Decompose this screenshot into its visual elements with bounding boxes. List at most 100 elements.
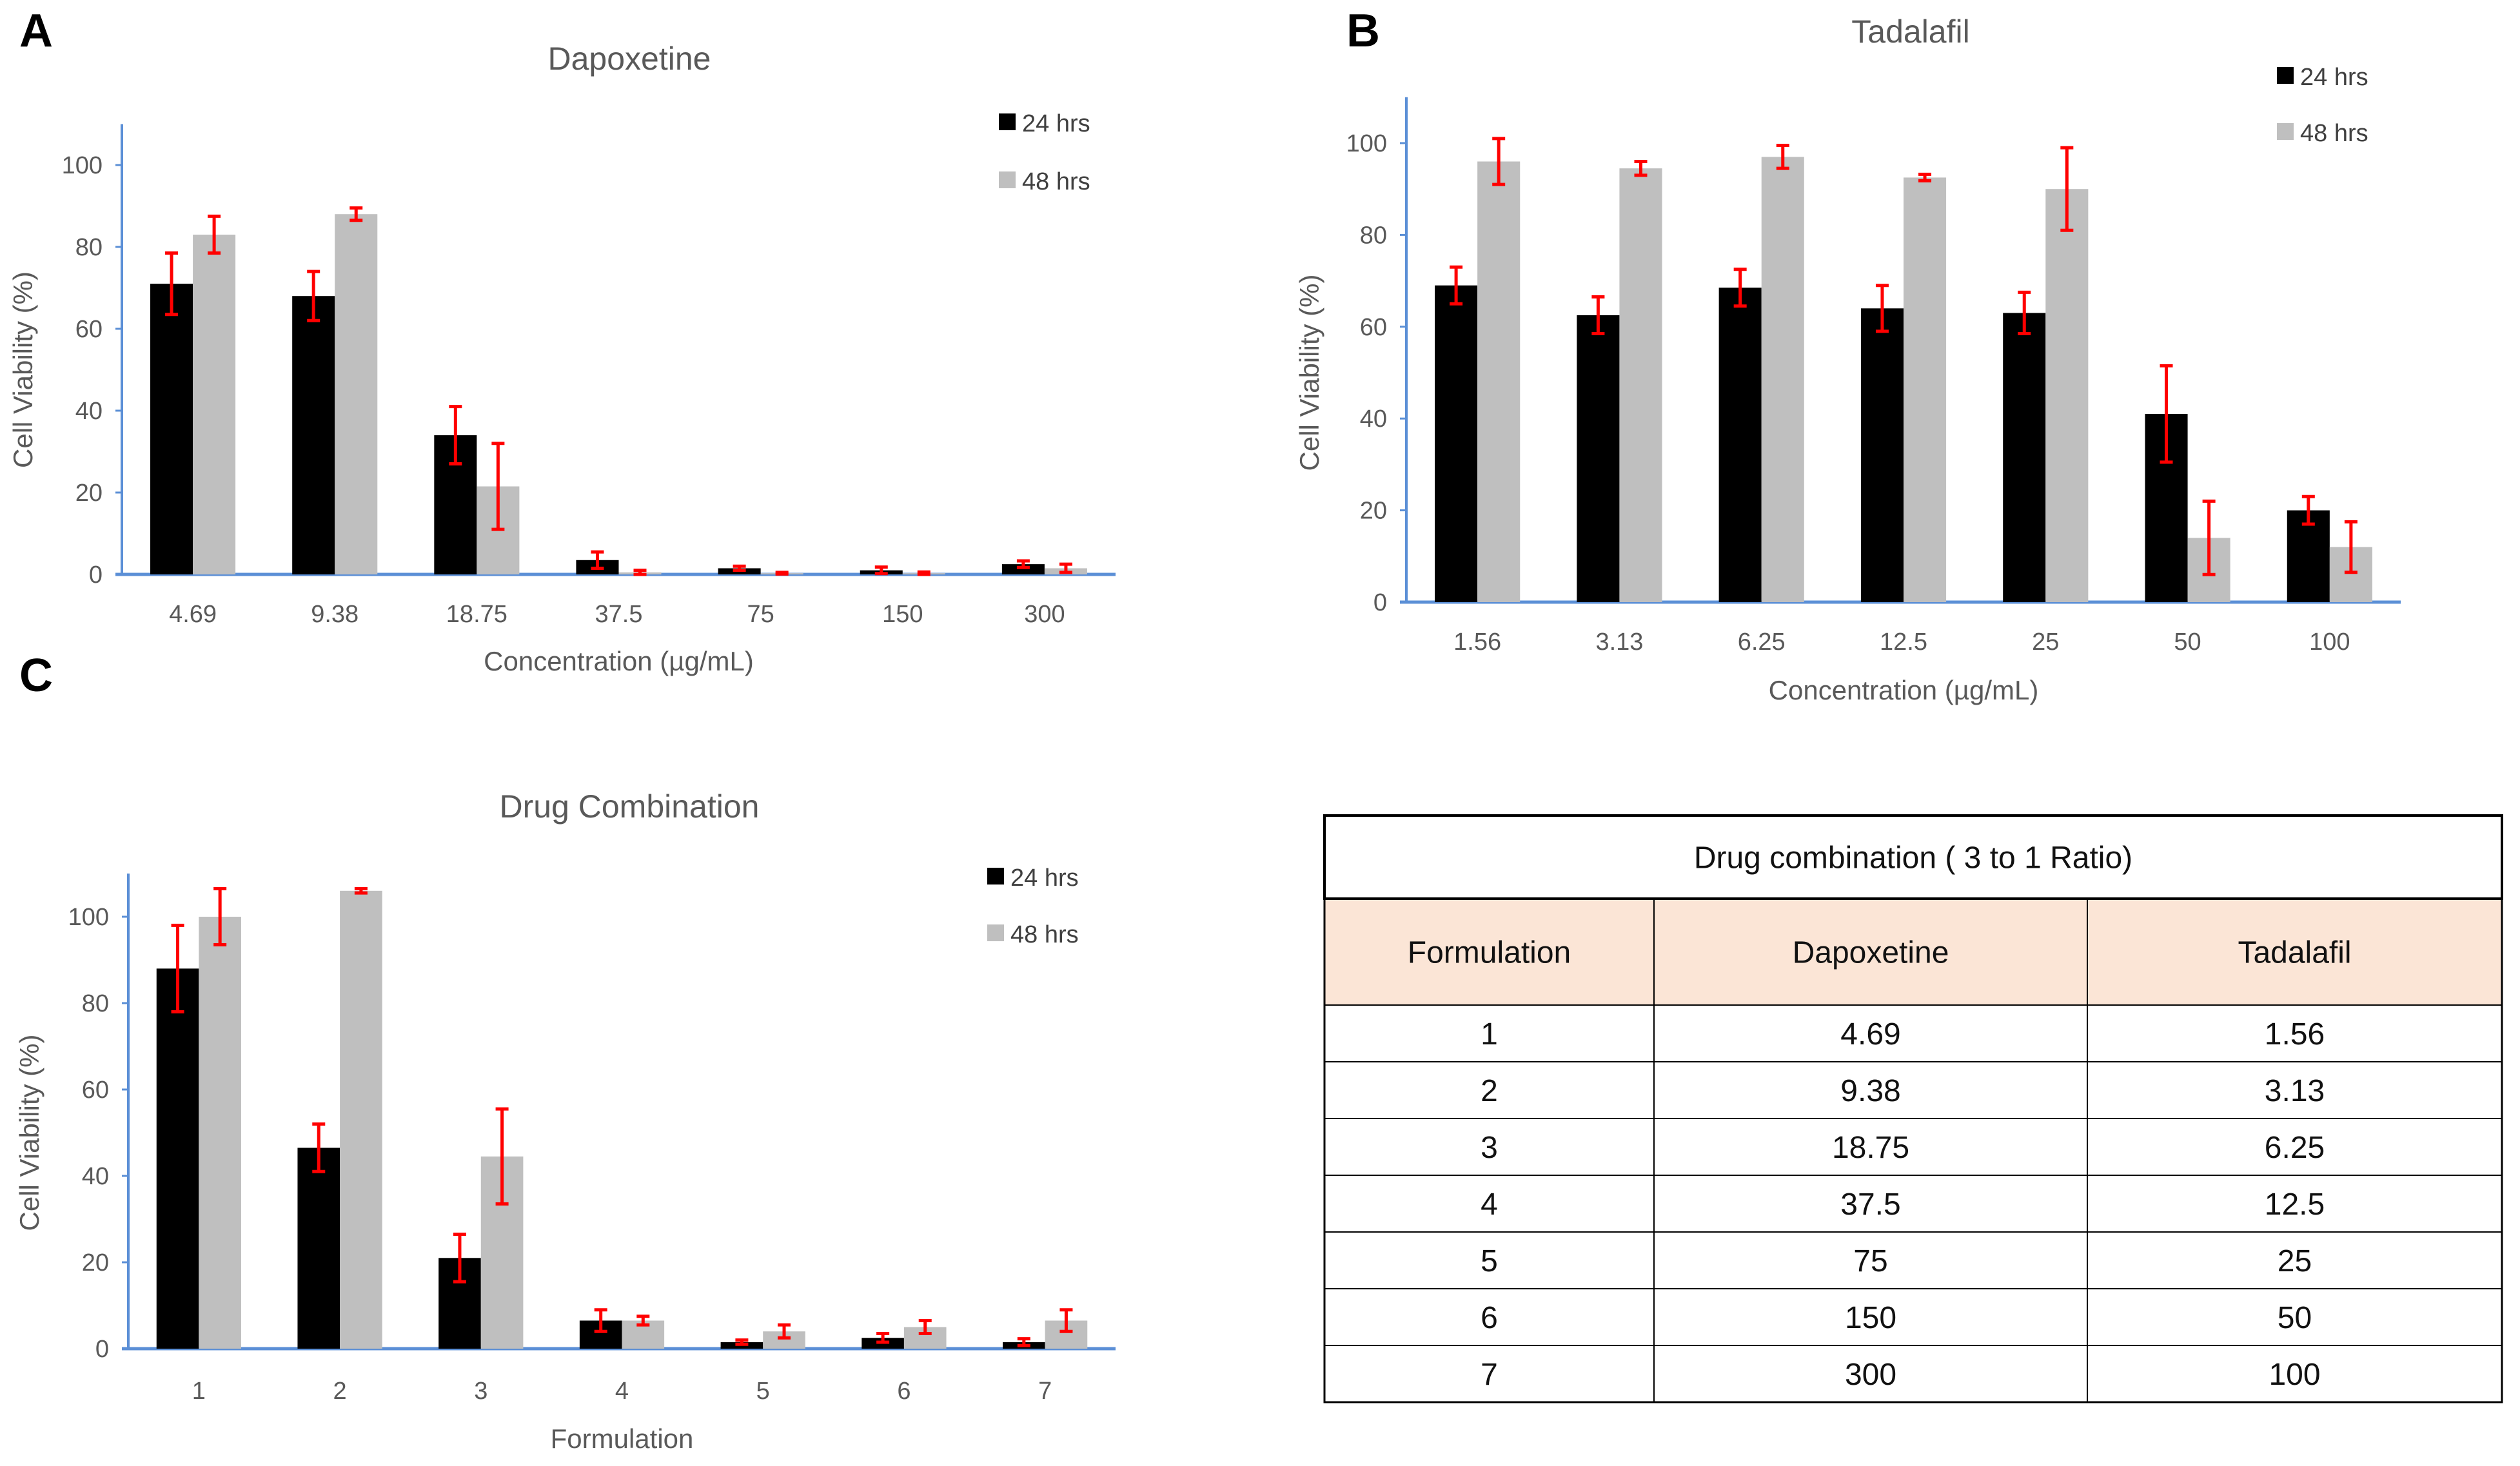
- error-bar: [917, 570, 930, 576]
- x-tick-label: 4: [615, 1378, 629, 1405]
- error-bar: [1918, 172, 1932, 182]
- error-bar: [354, 886, 368, 895]
- error-bar: [876, 1332, 890, 1344]
- error-bar: [633, 569, 647, 576]
- y-tick-label: 20: [82, 1249, 109, 1276]
- legend-label: 48 hrs: [1022, 168, 1090, 195]
- chart-title: Dapoxetine: [548, 41, 711, 77]
- chart-title: Tadalafil: [1851, 14, 1969, 50]
- x-tick-label: 3.13: [1595, 629, 1643, 656]
- table-cell: 75: [1853, 1244, 1887, 1278]
- table-header: Dapoxetine: [1793, 936, 1949, 970]
- x-tick-label: 1: [192, 1378, 206, 1405]
- y-tick-label: 0: [1373, 589, 1387, 616]
- error-bar: [1492, 137, 1506, 186]
- y-tick-label: 0: [95, 1336, 109, 1363]
- bar-48h: [1904, 177, 1947, 602]
- table-cell: 1: [1481, 1017, 1498, 1051]
- legend-label: 48 hrs: [2300, 120, 2368, 147]
- x-tick-label: 6: [897, 1378, 911, 1405]
- error-bar: [1591, 295, 1605, 335]
- table-cell: 50: [2278, 1301, 2312, 1335]
- table-cell: 9.38: [1840, 1074, 1900, 1108]
- error-bar: [775, 571, 789, 576]
- error-bar: [307, 269, 320, 322]
- bar-24h: [1860, 308, 1904, 602]
- bar-48h: [1477, 161, 1521, 603]
- bar-24h: [1001, 564, 1045, 574]
- chart-B: B Tadalafil 0 20 40 60 80 100 Cell Viability (%)…: [1294, 5, 2401, 705]
- y-tick-label: 60: [1360, 314, 1387, 341]
- chart-A: A Dapoxetine 0 20 40 60 80 100 Cell Viability (%…: [8, 5, 1116, 676]
- error-bar: [733, 564, 746, 572]
- bar-24h: [1577, 315, 1620, 602]
- bar-48h: [335, 214, 378, 574]
- x-tick-label: 4.69: [169, 601, 217, 628]
- error-bar: [312, 1122, 326, 1173]
- bar-24h: [2003, 313, 2046, 602]
- error-bar: [213, 886, 227, 947]
- x-tick-label: 2: [333, 1378, 347, 1405]
- table-cell: 2: [1481, 1074, 1498, 1108]
- bar-24h: [1435, 285, 1478, 602]
- legend-swatch: [999, 171, 1016, 188]
- error-bar: [2060, 146, 2074, 232]
- y-tick-label: 80: [1360, 222, 1387, 249]
- table-cell: 4: [1481, 1187, 1498, 1222]
- table-cell: 4.69: [1840, 1017, 1900, 1051]
- error-bar: [594, 1308, 607, 1333]
- x-tick-label: 75: [747, 601, 774, 628]
- error-bar: [1450, 265, 1463, 306]
- legend-swatch: [987, 868, 1004, 884]
- table-cell: 150: [1845, 1301, 1896, 1335]
- error-bar: [1875, 284, 1889, 333]
- y-tick-label: 100: [68, 904, 109, 931]
- y-tick-label: 40: [82, 1163, 109, 1190]
- formulation-table: Drug combination ( 3 to 1 Ratio) Formulat…: [1323, 814, 2503, 1403]
- table-cell: 100: [2269, 1358, 2320, 1392]
- x-axis-label: Concentration (µg/mL): [1769, 675, 2039, 705]
- y-tick-label: 60: [82, 1077, 109, 1104]
- legend-label: 48 hrs: [1010, 921, 1079, 948]
- legend-label: 24 hrs: [1010, 865, 1079, 892]
- y-tick-label: 100: [1346, 130, 1387, 157]
- legend-swatch: [999, 113, 1016, 130]
- x-axis-label: Concentration (µg/mL): [484, 646, 754, 676]
- error-bar: [449, 405, 462, 466]
- table-cell: 18.75: [1832, 1131, 1909, 1165]
- error-bar: [1059, 562, 1072, 574]
- error-bar: [778, 1323, 791, 1340]
- table-cell: 25: [2278, 1244, 2312, 1278]
- error-bar: [1016, 559, 1030, 569]
- x-tick-label: 100: [2309, 629, 2350, 656]
- table-header: Formulation: [1408, 936, 1571, 970]
- error-bar: [491, 442, 505, 531]
- error-bar: [165, 251, 179, 317]
- legend-swatch: [2277, 123, 2294, 140]
- x-tick-label: 12.5: [1880, 629, 1927, 656]
- x-tick-label: 7: [1038, 1378, 1052, 1405]
- table-cell: 12.5: [2265, 1187, 2325, 1222]
- bar-24h: [297, 1148, 340, 1349]
- y-tick-label: 60: [75, 316, 103, 343]
- error-bar: [591, 550, 604, 570]
- x-tick-label: 6.25: [1738, 629, 1786, 656]
- x-tick-label: 18.75: [446, 601, 507, 628]
- y-axis-label: Cell Viability (%): [8, 271, 38, 468]
- bar-48h: [199, 917, 241, 1349]
- x-axis-label: Formulation: [551, 1423, 694, 1454]
- y-axis-label: Cell Viability (%): [1294, 275, 1324, 471]
- bar-24h: [1718, 288, 1762, 602]
- legend-swatch: [2277, 67, 2294, 84]
- x-tick-label: 300: [1024, 601, 1065, 628]
- table-cell: 300: [1845, 1358, 1896, 1392]
- error-bar: [1733, 268, 1747, 308]
- table-title: Drug combination ( 3 to 1 Ratio): [1694, 841, 2132, 875]
- table-cell: 37.5: [1840, 1187, 1900, 1222]
- table-cell: 3: [1481, 1131, 1498, 1165]
- error-bar: [349, 206, 363, 222]
- chart-C: C Drug Combination 0 20 40 60 80 100 Cell Viabil…: [14, 650, 1116, 1454]
- table-cell: 7: [1481, 1358, 1498, 1392]
- legend-label: 24 hrs: [2300, 64, 2368, 91]
- error-bar: [735, 1338, 749, 1346]
